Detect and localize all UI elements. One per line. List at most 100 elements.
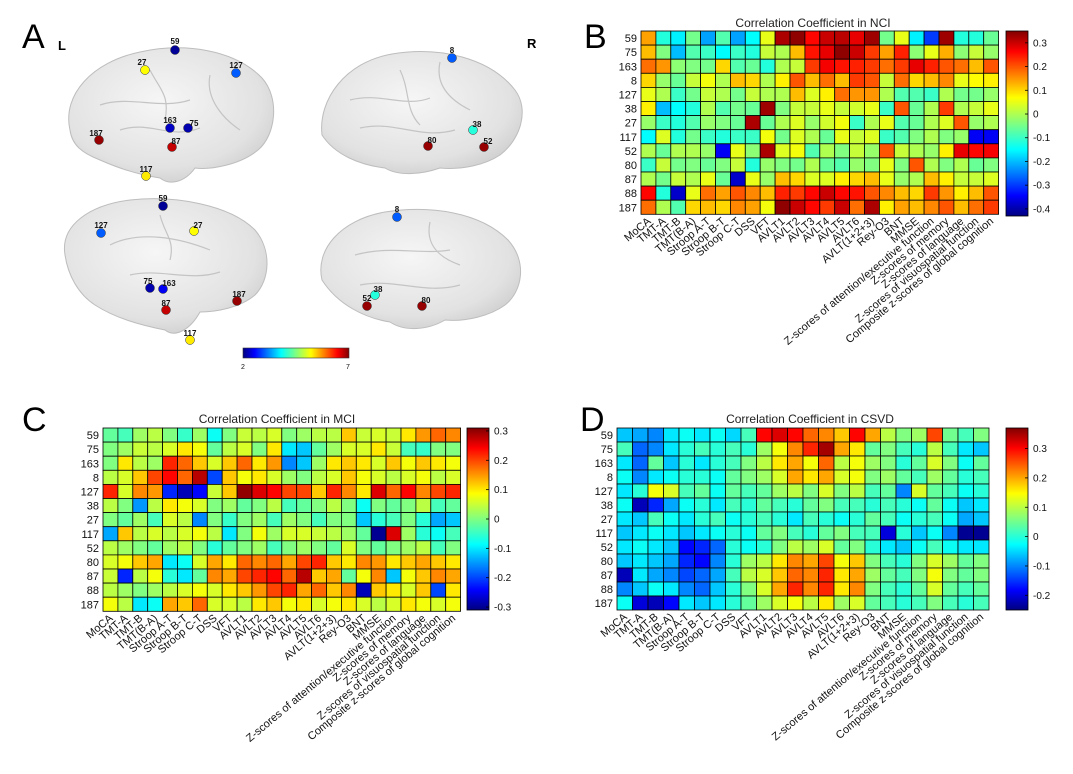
- heatmap-cell: [709, 525, 726, 541]
- heatmap-cell: [911, 441, 928, 457]
- heatmap-cell: [802, 427, 819, 443]
- heatmap-cell: [147, 568, 163, 584]
- heatmap-cell: [326, 498, 342, 514]
- heatmap-cell: [102, 469, 119, 485]
- heatmap-cell: [709, 581, 726, 597]
- brain-node: [96, 228, 106, 238]
- heatmap-cell: [663, 441, 680, 457]
- heatmap-cell: [819, 185, 836, 201]
- heatmap-cell: [206, 498, 223, 514]
- heatmap-cell: [340, 596, 357, 612]
- heatmap-cell: [709, 469, 726, 485]
- heatmap-cell: [663, 553, 680, 569]
- heatmap-cell: [670, 171, 687, 187]
- heatmap-cell: [849, 595, 866, 611]
- heatmap-cell: [819, 58, 836, 74]
- heatmap-cell: [370, 512, 387, 528]
- heatmap-cell: [789, 115, 806, 131]
- row-label: 127: [595, 486, 613, 498]
- heatmap-cell: [864, 455, 881, 471]
- heatmap-cell: [833, 525, 850, 541]
- heatmap-cell: [740, 469, 757, 485]
- heatmap-cell: [281, 568, 298, 584]
- heatmap-cell: [864, 87, 880, 102]
- heatmap-cell: [802, 539, 819, 555]
- brain-node-label: 52: [484, 137, 493, 146]
- heatmap-cell: [385, 596, 402, 612]
- heatmap-cell: [725, 581, 742, 597]
- brain-node-label: 38: [374, 285, 383, 294]
- heatmap-cell: [893, 199, 910, 215]
- heatmap-cell: [895, 511, 912, 527]
- heatmap-cell: [744, 143, 761, 159]
- heatmap-cell: [400, 455, 417, 471]
- heatmap-cell: [834, 44, 851, 60]
- heatmap-cell: [296, 469, 313, 485]
- heatmap-cell: [415, 483, 432, 499]
- heatmap-cell: [616, 483, 633, 499]
- brain-left-medial-nodes: 59 27 127 75 163 87 187 117: [94, 194, 246, 345]
- heatmap-cell: [206, 455, 223, 471]
- heatmap-cell: [632, 441, 649, 457]
- heatmap-cell: [147, 554, 163, 570]
- heatmap-cell: [117, 441, 134, 457]
- heatmap-cell: [715, 44, 731, 60]
- heatmap-cell: [311, 582, 327, 598]
- heatmap-cell: [162, 469, 178, 485]
- heatmap-cell: [655, 44, 672, 60]
- heatmap-cell: [818, 427, 835, 443]
- heatmap-cell: [678, 455, 695, 471]
- heatmap-cell: [445, 582, 462, 598]
- heatmap-cell: [725, 539, 742, 555]
- heatmap-cell: [266, 582, 283, 598]
- heatmap-cell: [400, 498, 417, 514]
- heatmap-cell: [132, 483, 149, 499]
- heatmap-cell: [730, 72, 746, 88]
- heatmap-cell: [774, 171, 791, 187]
- heatmap-cell: [908, 129, 925, 145]
- heatmap-cell: [694, 511, 711, 527]
- heatmap-cell: [911, 497, 928, 513]
- heatmap-cell: [923, 101, 940, 117]
- heatmap-cell: [802, 595, 819, 611]
- heatmap-cell: [983, 171, 1000, 187]
- heatmap-cell: [206, 554, 223, 570]
- heatmap-cell: [132, 540, 149, 556]
- heatmap-cell: [789, 129, 806, 145]
- heatmap-cell: [740, 455, 757, 471]
- heatmap-cell: [756, 567, 773, 583]
- heatmap-cell: [893, 72, 910, 88]
- heatmap-cell: [908, 87, 925, 102]
- heatmap-cell: [957, 567, 974, 583]
- row-label: 8: [607, 472, 613, 484]
- heatmap-cell: [864, 44, 880, 60]
- heatmap-cell: [938, 199, 955, 215]
- heatmap-cell: [849, 525, 866, 541]
- heatmap-cell: [663, 455, 680, 471]
- heatmap-cell: [787, 581, 804, 597]
- heatmap-cell: [678, 539, 695, 555]
- brain-node-label: 52: [363, 294, 372, 303]
- heatmap-cell: [102, 596, 119, 612]
- heatmap-cell: [117, 568, 134, 584]
- colorbar-tick-label: -0.1: [1033, 133, 1051, 144]
- heatmap-cell: [663, 581, 680, 597]
- heatmap-cell: [385, 455, 402, 471]
- heatmap-cell: [415, 568, 432, 584]
- heatmap-cell: [730, 185, 746, 201]
- heatmap-cell: [804, 199, 821, 215]
- heatmap-cell: [640, 44, 657, 60]
- heatmap-cell: [725, 455, 742, 471]
- heatmap-cell: [191, 427, 208, 443]
- heatmap-cell: [973, 539, 990, 555]
- heatmap-cell: [616, 581, 633, 597]
- heatmap-cell: [983, 101, 1000, 117]
- heatmap-cell: [802, 497, 819, 513]
- heatmap-cell: [818, 455, 835, 471]
- heatmap-cell: [908, 58, 925, 74]
- brain-left-lateral-nodes: 59 27 127 187 163 75 87 117: [89, 37, 243, 181]
- heatmap-cell: [787, 483, 804, 499]
- heatmap-cell: [725, 469, 742, 485]
- heatmap-cell: [206, 441, 223, 457]
